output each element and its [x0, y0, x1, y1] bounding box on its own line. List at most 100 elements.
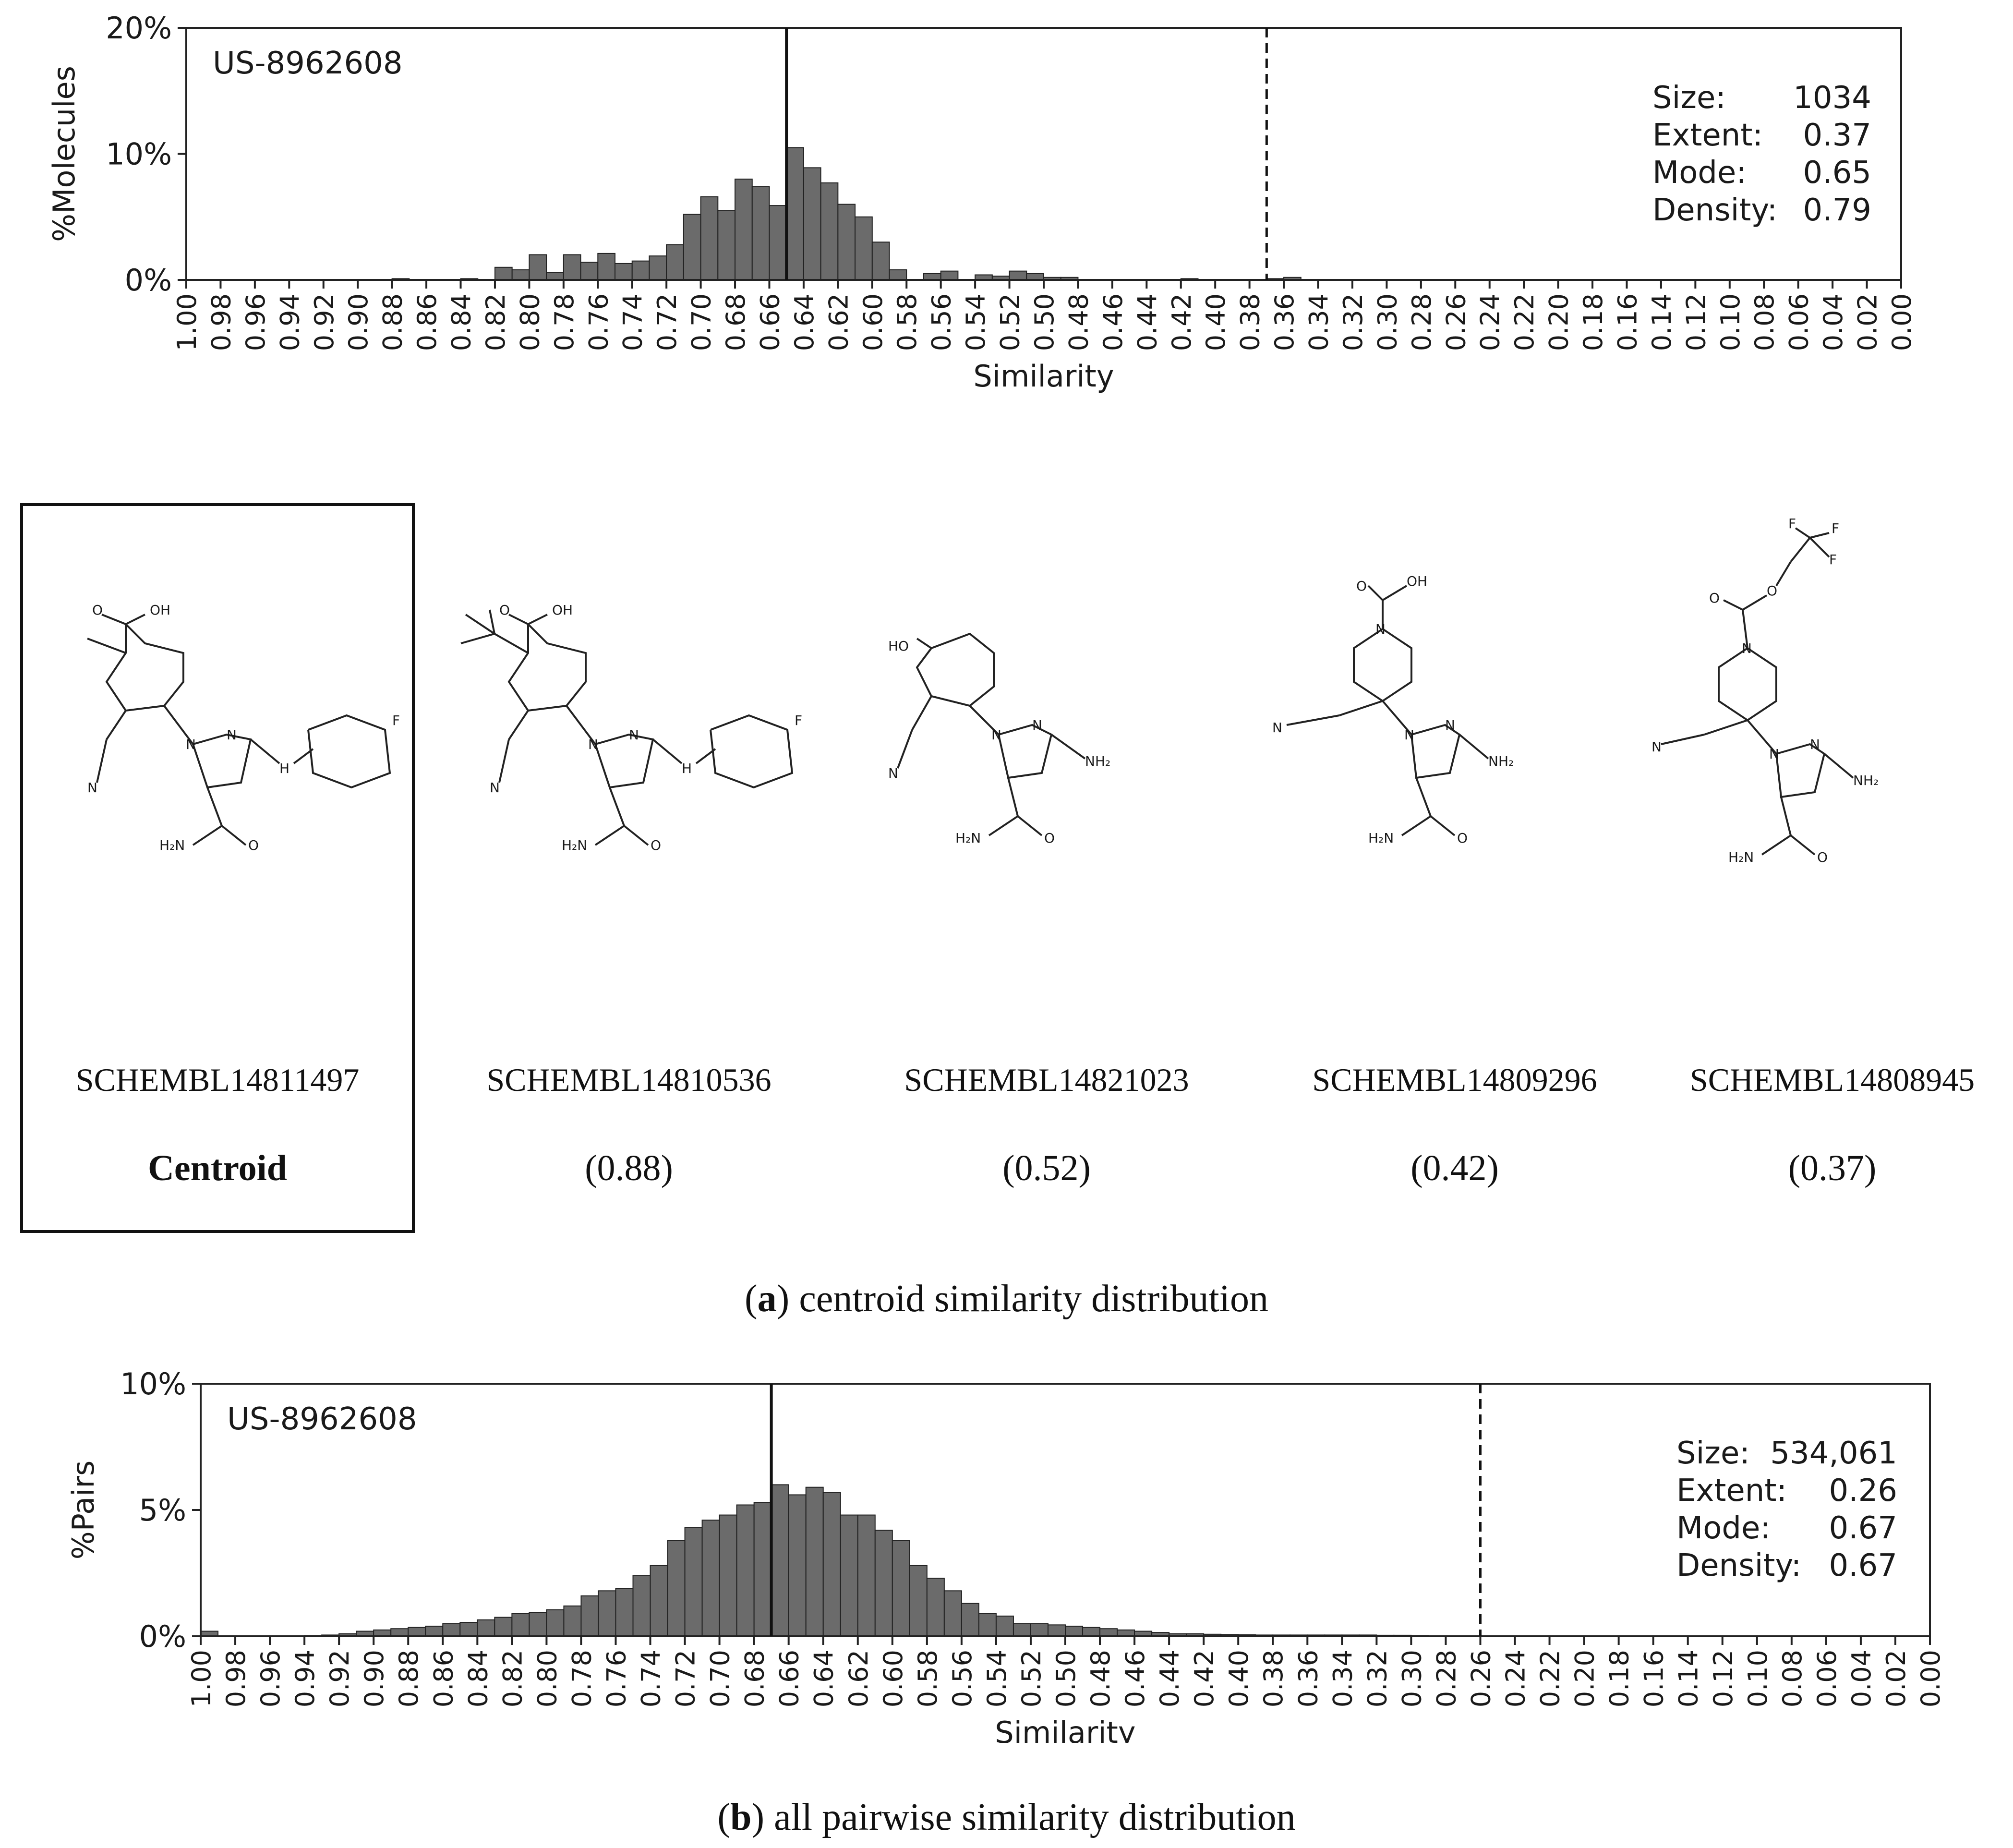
chart-1-xtick-label: 0.04 — [1846, 1650, 1877, 1707]
molecule-similarity: (0.37) — [1788, 1148, 1877, 1188]
mol-1-atom-0: O — [499, 602, 510, 618]
molecule-structure-4: F F F O O N N N N NH₂ H₂N O — [1651, 516, 1879, 865]
chart-0-stat-value: 1034 — [1793, 80, 1871, 116]
molecule-similarity: Centroid — [148, 1148, 287, 1188]
mol-1-atom-2: N — [490, 780, 500, 796]
chart-0-xtick-label: 0.48 — [1063, 293, 1094, 351]
mol-4-atom-3: O — [1767, 583, 1777, 599]
molecule-id: SCHEMBL14821023 — [904, 1062, 1189, 1098]
chart-0-xtick-label: 0.86 — [412, 293, 442, 351]
chart-1-xtick-label: 0.86 — [428, 1650, 458, 1707]
chart-1-xtick-label: 0.40 — [1224, 1650, 1254, 1707]
chart-0-xtick-label: 0.96 — [241, 293, 271, 351]
chart-1-xtick-label: 0.28 — [1431, 1650, 1461, 1707]
chart-1-bar — [546, 1609, 565, 1637]
chart-1-xtick-label: 0.32 — [1362, 1650, 1392, 1707]
chart-1-xtick-label: 0.58 — [913, 1650, 943, 1707]
chart-1-bar — [943, 1590, 962, 1637]
chart-1-xtick-label: 0.90 — [359, 1650, 389, 1707]
chart-0-xtick-label: 0.40 — [1201, 293, 1231, 351]
mol-0-atom-8: O — [248, 837, 259, 853]
chart-0-xtick-label: 0.12 — [1681, 293, 1711, 351]
chart-1-bar — [390, 1628, 409, 1637]
chart-0-bar — [889, 269, 907, 280]
chart-1-xlabel: Similarity — [995, 1715, 1135, 1743]
chart-0-xtick-label: 0.90 — [343, 293, 374, 351]
chart-1-xtick-label: 0.36 — [1293, 1650, 1323, 1707]
chart-1-bar — [805, 1486, 824, 1637]
mol-4-atom-8: N — [1810, 737, 1820, 752]
centroid-highlight-box — [20, 503, 415, 1233]
chart-0-bar — [735, 179, 753, 280]
mol-2-atom-6: O — [1044, 830, 1055, 846]
mol-4-atom-1: F — [1832, 520, 1839, 536]
chart-0-bar — [1009, 270, 1027, 280]
caption-b-label: b — [730, 1796, 752, 1838]
chart-1-ytick-label: 0% — [139, 1619, 186, 1654]
chart-1-xtick-label: 0.62 — [844, 1650, 874, 1707]
chart-0-xtick-label: 1.00 — [172, 293, 202, 351]
chart-0-bar — [666, 244, 684, 280]
chart-0-xtick-label: 0.92 — [309, 293, 339, 351]
mol-2-atom-2: N — [991, 727, 1001, 743]
chart-1-stat-value: 0.67 — [1829, 1510, 1898, 1546]
chart-0-xtick-label: 0.94 — [275, 293, 305, 351]
chart-0-xtick-label: 0.06 — [1784, 293, 1814, 351]
chart-1-stat-label: Extent: — [1676, 1473, 1787, 1509]
chart-1-bar — [529, 1612, 547, 1637]
chart-0-bar — [580, 262, 599, 280]
chart-1-xtick-label: 0.44 — [1155, 1650, 1185, 1707]
chart-0-xtick-label: 0.84 — [446, 293, 477, 351]
chart-1-bar — [494, 1617, 513, 1637]
chart-0-xtick-label: 0.66 — [755, 293, 785, 351]
pairwise-similarity-chart: 0%5%10%1.00 0.98 0.96 0.94 0.92 0.90 0.88 0.86 0… — [66, 1366, 1946, 1743]
chart-1-xtick-label: 0.56 — [947, 1650, 977, 1707]
chart-0-xtick-label: 0.56 — [927, 293, 957, 351]
chart-0-bar — [837, 204, 856, 280]
chart-1-bar — [442, 1623, 461, 1637]
chart-1-bar — [477, 1619, 495, 1637]
chart-1-bar — [632, 1575, 651, 1637]
chart-1-bar — [995, 1615, 1014, 1637]
chart-0-xtick-label: 0.80 — [515, 293, 545, 351]
molecule-structure-1: O OH N N N H F H₂N O — [460, 602, 802, 853]
chart-0-xtick-label: 0.54 — [961, 293, 991, 351]
chart-0-bar — [615, 263, 633, 280]
mol-3-atom-8: O — [1457, 830, 1468, 846]
mol-2-atom-0: HO — [888, 638, 909, 654]
chart-0-xtick-label: 0.58 — [892, 293, 922, 351]
mol-3-atom-0: O — [1356, 578, 1367, 594]
molecule-id: SCHEMBL14808945 — [1689, 1062, 1975, 1098]
chart-0-xtick-label: 0.68 — [721, 293, 751, 351]
chart-1-bar — [667, 1540, 686, 1637]
mol-1-atom-8: O — [651, 837, 661, 853]
chart-1-bar — [926, 1578, 945, 1637]
chart-1-xtick-label: 0.30 — [1397, 1650, 1427, 1707]
mol-2-atom-3: N — [1032, 717, 1042, 733]
mol-3-atom-5: N — [1445, 717, 1455, 733]
chart-1-bar — [1082, 1627, 1101, 1637]
chart-1-xtick-label: 0.42 — [1189, 1650, 1219, 1707]
chart-0-stat-value: 0.65 — [1803, 155, 1872, 191]
chart-1-stat-label: Size: — [1676, 1436, 1750, 1471]
molecule-structure-0: O OH N N N H F H₂N O — [87, 602, 400, 853]
chart-0-bar — [820, 182, 839, 280]
chart-1-stat-label: Density: — [1676, 1548, 1801, 1583]
chart-1-bar — [598, 1590, 616, 1637]
mol-4-atom-10: H₂N — [1728, 849, 1754, 865]
chart-1-xtick-label: 0.26 — [1466, 1650, 1496, 1707]
chart-0-xtick-label: 0.26 — [1441, 293, 1471, 351]
chart-1-bar — [788, 1494, 807, 1637]
chart-1-ylabel: %Pairs — [66, 1461, 101, 1560]
chart-1-xtick-label: 0.10 — [1743, 1650, 1773, 1707]
chart-0-xtick-label: 0.16 — [1612, 293, 1642, 351]
chart-0-bar — [597, 253, 616, 280]
chart-0-xtick-label: 0.46 — [1098, 293, 1128, 351]
chart-0-stat-label: Density: — [1652, 193, 1777, 228]
chart-0-title: US-8962608 — [213, 46, 403, 81]
chart-0-xtick-label: 0.60 — [858, 293, 888, 351]
mol-0-atom-0: O — [92, 602, 103, 618]
chart-1-xtick-label: 0.98 — [221, 1650, 251, 1707]
chart-1-xtick-label: 0.02 — [1881, 1650, 1911, 1707]
molecule-id: SCHEMBL14811497 — [75, 1062, 360, 1098]
